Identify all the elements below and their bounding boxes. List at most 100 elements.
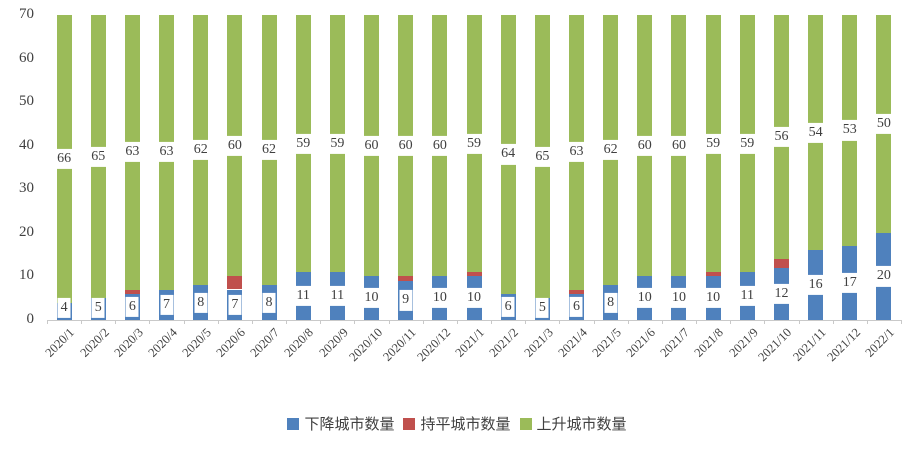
y-axis-tick-label: 50	[19, 93, 34, 110]
value-label-decline: 10	[429, 288, 450, 309]
value-label-decline: 12	[771, 283, 792, 304]
x-axis-tick	[422, 320, 424, 324]
value-label-decline: 6	[501, 296, 515, 318]
value-label-rise: 63	[566, 142, 587, 163]
value-label-rise: 60	[224, 135, 245, 156]
x-axis-tick	[217, 320, 219, 324]
value-label-decline: 9	[399, 290, 413, 311]
value-label-decline: 5	[91, 297, 105, 319]
value-label-decline: 10	[634, 288, 655, 309]
bar-segment-flat	[705, 272, 721, 277]
x-axis-category-label: 2021/10	[755, 325, 795, 365]
x-axis-tick	[47, 320, 48, 324]
value-label-rise: 64	[498, 144, 519, 165]
x-axis-category-label: 2020/2	[76, 325, 112, 360]
x-axis-tick	[866, 320, 868, 324]
x-axis-category-label: 2020/9	[316, 325, 351, 360]
x-axis-category-label: 2021/2	[486, 325, 522, 360]
x-axis-category-label: 2020/4	[145, 325, 180, 360]
y-axis-tick-label: 10	[19, 267, 34, 284]
x-axis-tick	[251, 320, 253, 324]
y-axis-tick-label: 0	[26, 311, 35, 328]
x-axis-category-label: 2021/4	[555, 325, 590, 360]
y-axis-tick-label: 40	[19, 136, 34, 153]
value-label-decline: 10	[464, 288, 484, 309]
x-axis-category-label: 2020/8	[281, 325, 317, 360]
value-label-rise: 60	[361, 135, 382, 156]
value-label-decline: 10	[361, 288, 382, 309]
x-axis-tick	[901, 320, 902, 324]
value-label-rise: 65	[88, 146, 109, 167]
value-label-decline: 11	[737, 285, 758, 307]
legend-label-decline: 下降城市数量	[304, 417, 395, 433]
legend-item-decline-cities: 下降城市数量	[287, 413, 394, 434]
x-axis-tick	[661, 320, 663, 324]
x-axis-category-label: 2021/7	[657, 325, 693, 360]
x-axis-category-label: 2020/5	[179, 325, 214, 360]
value-label-decline: 8	[194, 292, 208, 313]
value-label-decline: 6	[125, 296, 139, 318]
value-label-rise: 53	[839, 120, 860, 141]
value-label-rise: 60	[634, 135, 655, 156]
x-axis-tick	[593, 320, 595, 324]
value-label-decline: 11	[327, 285, 348, 307]
x-axis-tick	[115, 320, 117, 324]
value-label-rise: 62	[259, 139, 280, 161]
value-label-rise: 60	[668, 135, 689, 156]
value-label-rise: 50	[873, 113, 894, 135]
value-label-decline: 4	[57, 297, 71, 319]
legend-label-rise: 上升城市数量	[536, 417, 627, 433]
x-axis-tick	[832, 320, 834, 324]
x-axis-tick	[354, 320, 356, 324]
x-axis-tick	[525, 320, 527, 324]
value-label-decline: 20	[873, 266, 894, 287]
value-label-rise: 59	[327, 133, 348, 154]
x-axis-tick	[81, 320, 83, 324]
value-label-decline: 16	[805, 275, 826, 296]
legend-item-flat-cities: 持平城市数量	[403, 413, 511, 434]
x-axis-category-label: 2021/6	[623, 325, 659, 360]
value-label-decline: 8	[604, 292, 618, 313]
legend-item-rise-cities: 上升城市数量	[519, 413, 627, 434]
y-axis-tick-label: 30	[19, 180, 34, 197]
x-axis-category-label: 2020/7	[247, 325, 283, 360]
x-axis-tick	[456, 320, 458, 324]
value-label-rise: 63	[156, 142, 177, 163]
y-axis-tick-label: 20	[19, 224, 34, 241]
x-axis-category-label: 2022/1	[862, 325, 898, 360]
x-axis-tick	[320, 320, 322, 324]
value-label-rise: 66	[54, 148, 75, 169]
value-label-decline: 7	[160, 294, 174, 315]
value-label-rise: 60	[429, 135, 450, 156]
value-label-rise: 59	[703, 133, 724, 154]
legend-swatch-decline-icon	[287, 417, 300, 430]
value-label-rise: 60	[395, 135, 416, 156]
value-label-decline: 11	[293, 285, 313, 307]
x-axis-tick	[388, 320, 390, 324]
x-axis-tick	[696, 320, 698, 324]
x-axis-category-label: 2021/11	[790, 325, 829, 364]
bar-segment-flat	[568, 289, 584, 294]
x-axis-category-label: 2021/3	[521, 325, 556, 360]
value-label-rise: 62	[600, 139, 621, 161]
x-axis-category-label: 2020/6	[213, 325, 249, 360]
x-axis-tick	[764, 320, 766, 324]
x-axis-tick	[730, 320, 732, 324]
value-label-decline: 10	[703, 288, 724, 309]
x-axis-tick	[559, 320, 561, 324]
x-axis-tick	[183, 320, 185, 324]
x-axis-category-label: 2021/12	[824, 325, 863, 365]
x-axis-tick	[627, 320, 629, 324]
legend-swatch-rise-icon	[519, 417, 532, 430]
bar-segment-flat	[398, 276, 414, 281]
bar-segment-flat	[773, 259, 789, 268]
bar-segment-flat	[227, 276, 243, 290]
value-label-rise: 59	[737, 133, 758, 154]
value-label-rise: 63	[122, 142, 143, 163]
x-axis-line	[47, 320, 901, 321]
x-axis-category-label: 2020/3	[111, 325, 146, 360]
value-label-rise: 54	[805, 122, 826, 143]
value-label-decline: 10	[668, 288, 689, 309]
x-axis-category-label: 2020/11	[380, 325, 419, 364]
